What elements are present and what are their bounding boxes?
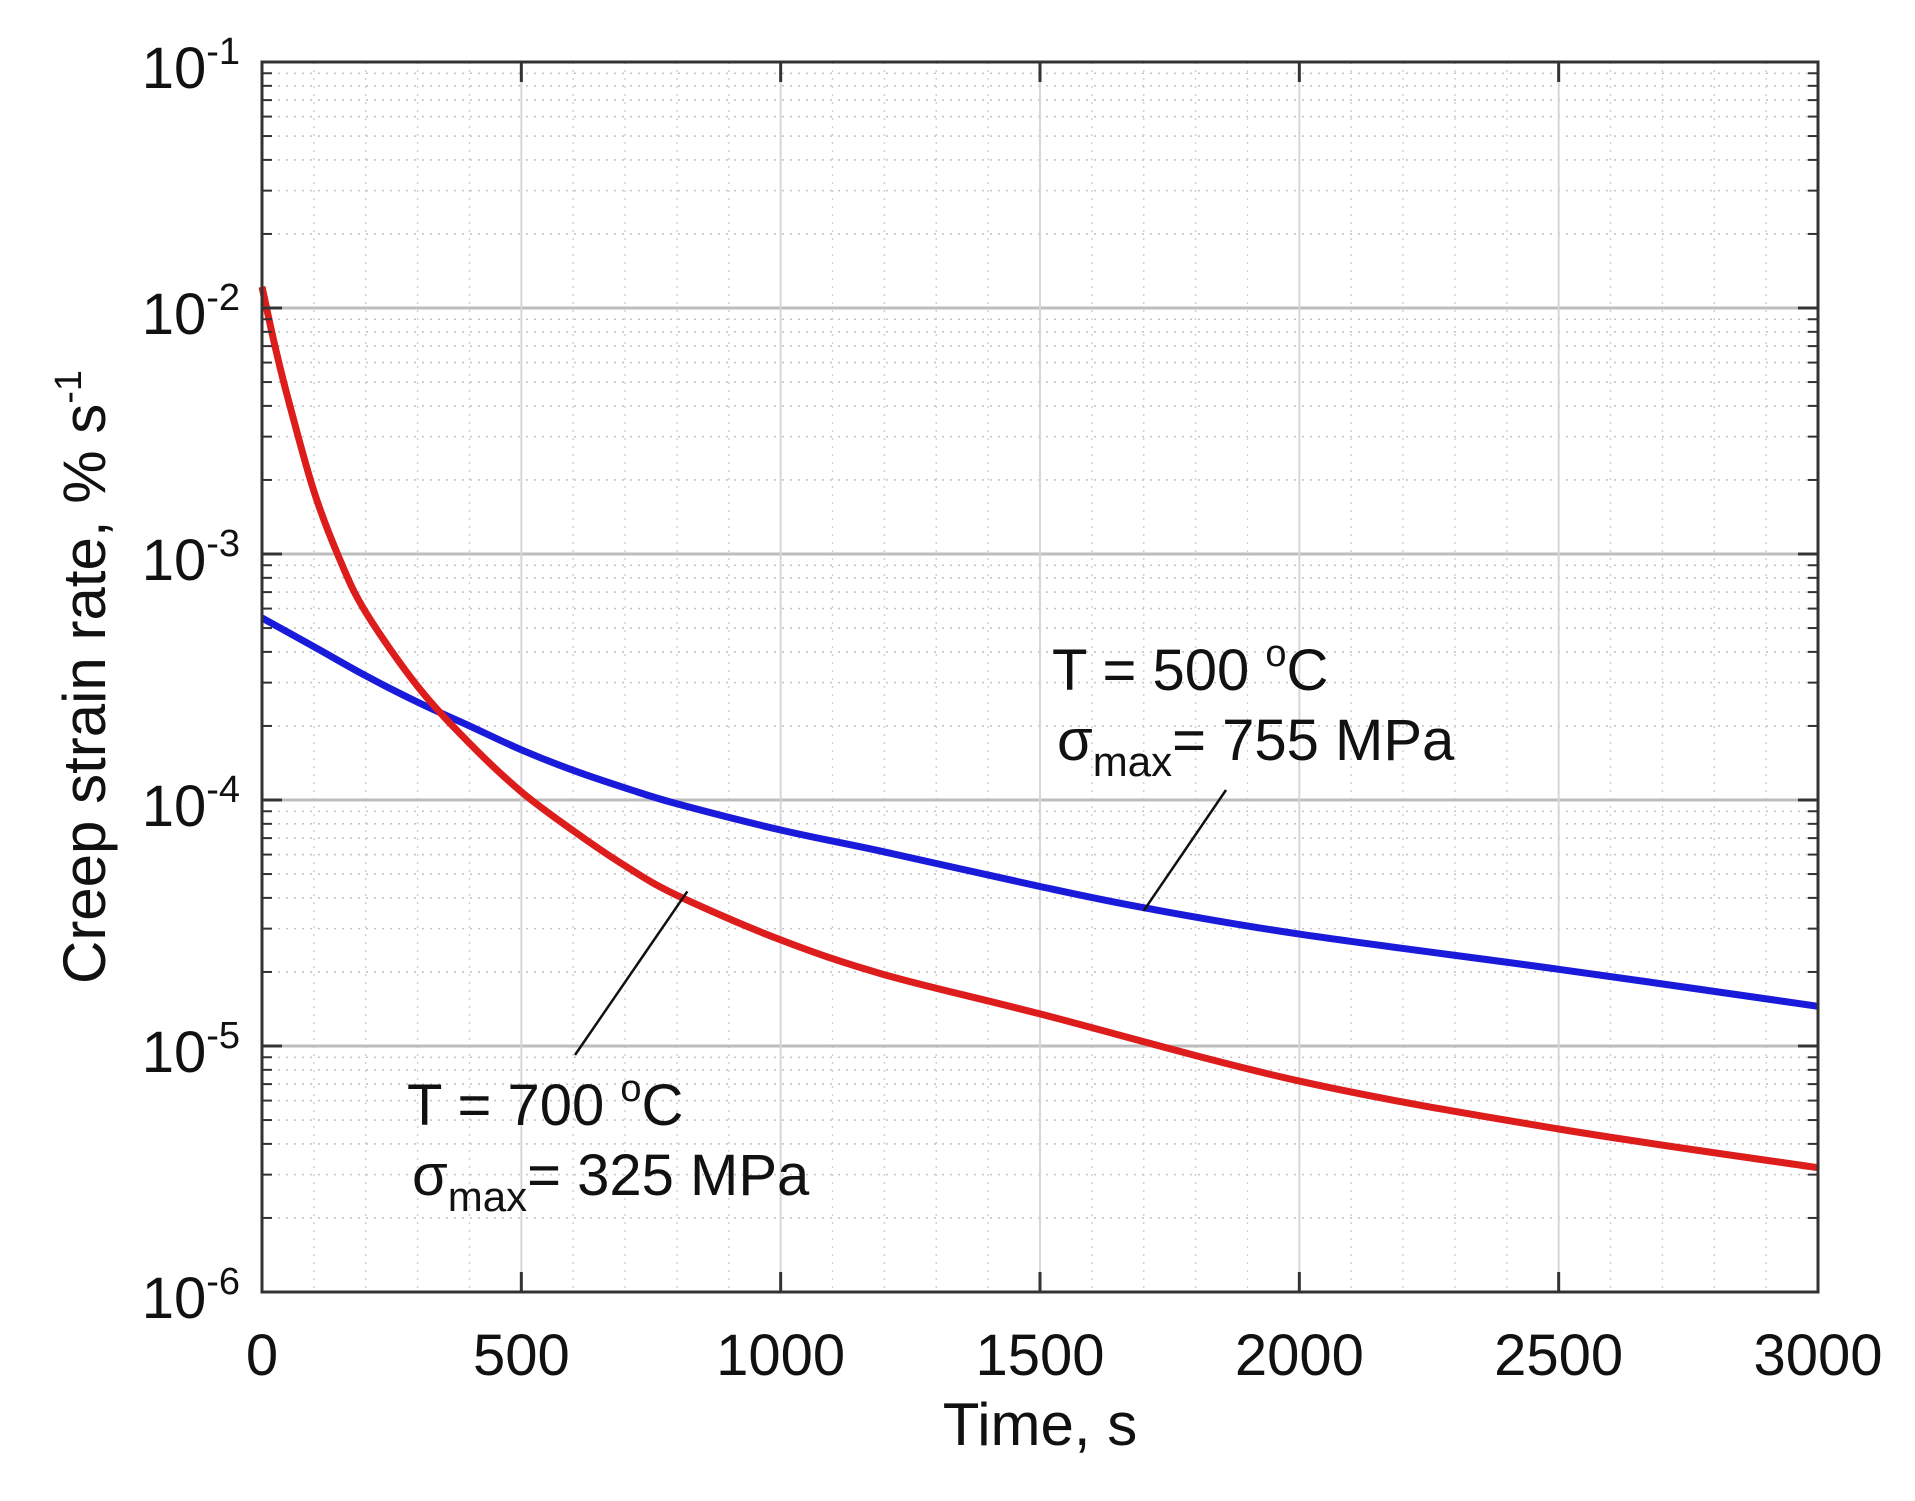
x-tick-label: 2500 bbox=[1494, 1323, 1623, 1388]
x-tick-label: 2000 bbox=[1235, 1323, 1364, 1388]
x-tick-labels: 0 500 1000 1500 2000 2500 3000 bbox=[246, 1323, 1883, 1388]
x-tick-label: 1500 bbox=[975, 1323, 1104, 1388]
grid bbox=[262, 62, 1818, 1292]
x-tick-label: 0 bbox=[246, 1323, 278, 1388]
annotation-700C-temperature: T = 700 oC bbox=[407, 1068, 683, 1138]
y-axis-title: Creep strain rate, % s-1 bbox=[48, 370, 118, 984]
annotation-500C-temperature: T = 500 oC bbox=[1052, 633, 1328, 703]
y-tick-labels: 10-6 10-5 10-4 10-3 10-2 10-1 bbox=[142, 31, 240, 1331]
y-tick-label: 10-3 bbox=[142, 523, 240, 593]
series-line-500C bbox=[260, 614, 1819, 1010]
annotation-500C-stress: σmax= 755 MPa bbox=[1057, 708, 1455, 785]
series-line-700C bbox=[258, 286, 1819, 1172]
y-tick-label: 10-5 bbox=[142, 1015, 240, 1085]
x-tick-label: 1000 bbox=[716, 1323, 845, 1388]
series-layer bbox=[258, 286, 1819, 1172]
y-tick-label: 10-4 bbox=[142, 769, 240, 839]
y-tick-label: 10-2 bbox=[142, 277, 240, 347]
annotation-700C-stress: σmax= 325 MPa bbox=[412, 1143, 810, 1220]
y-tick-label: 10-6 bbox=[142, 1261, 240, 1331]
ticks bbox=[260, 60, 1820, 1294]
annotation-pointer-700C bbox=[573, 890, 689, 1056]
x-tick-label: 3000 bbox=[1753, 1323, 1882, 1388]
annotations: T = 500 oC σmax= 755 MPa T = 700 oC σmax… bbox=[407, 633, 1455, 1220]
annotation-pointer-500C bbox=[1142, 789, 1228, 912]
x-tick-label: 500 bbox=[473, 1323, 570, 1388]
y-tick-label: 10-1 bbox=[142, 31, 240, 101]
x-axis-title: Time, s bbox=[943, 1391, 1137, 1458]
